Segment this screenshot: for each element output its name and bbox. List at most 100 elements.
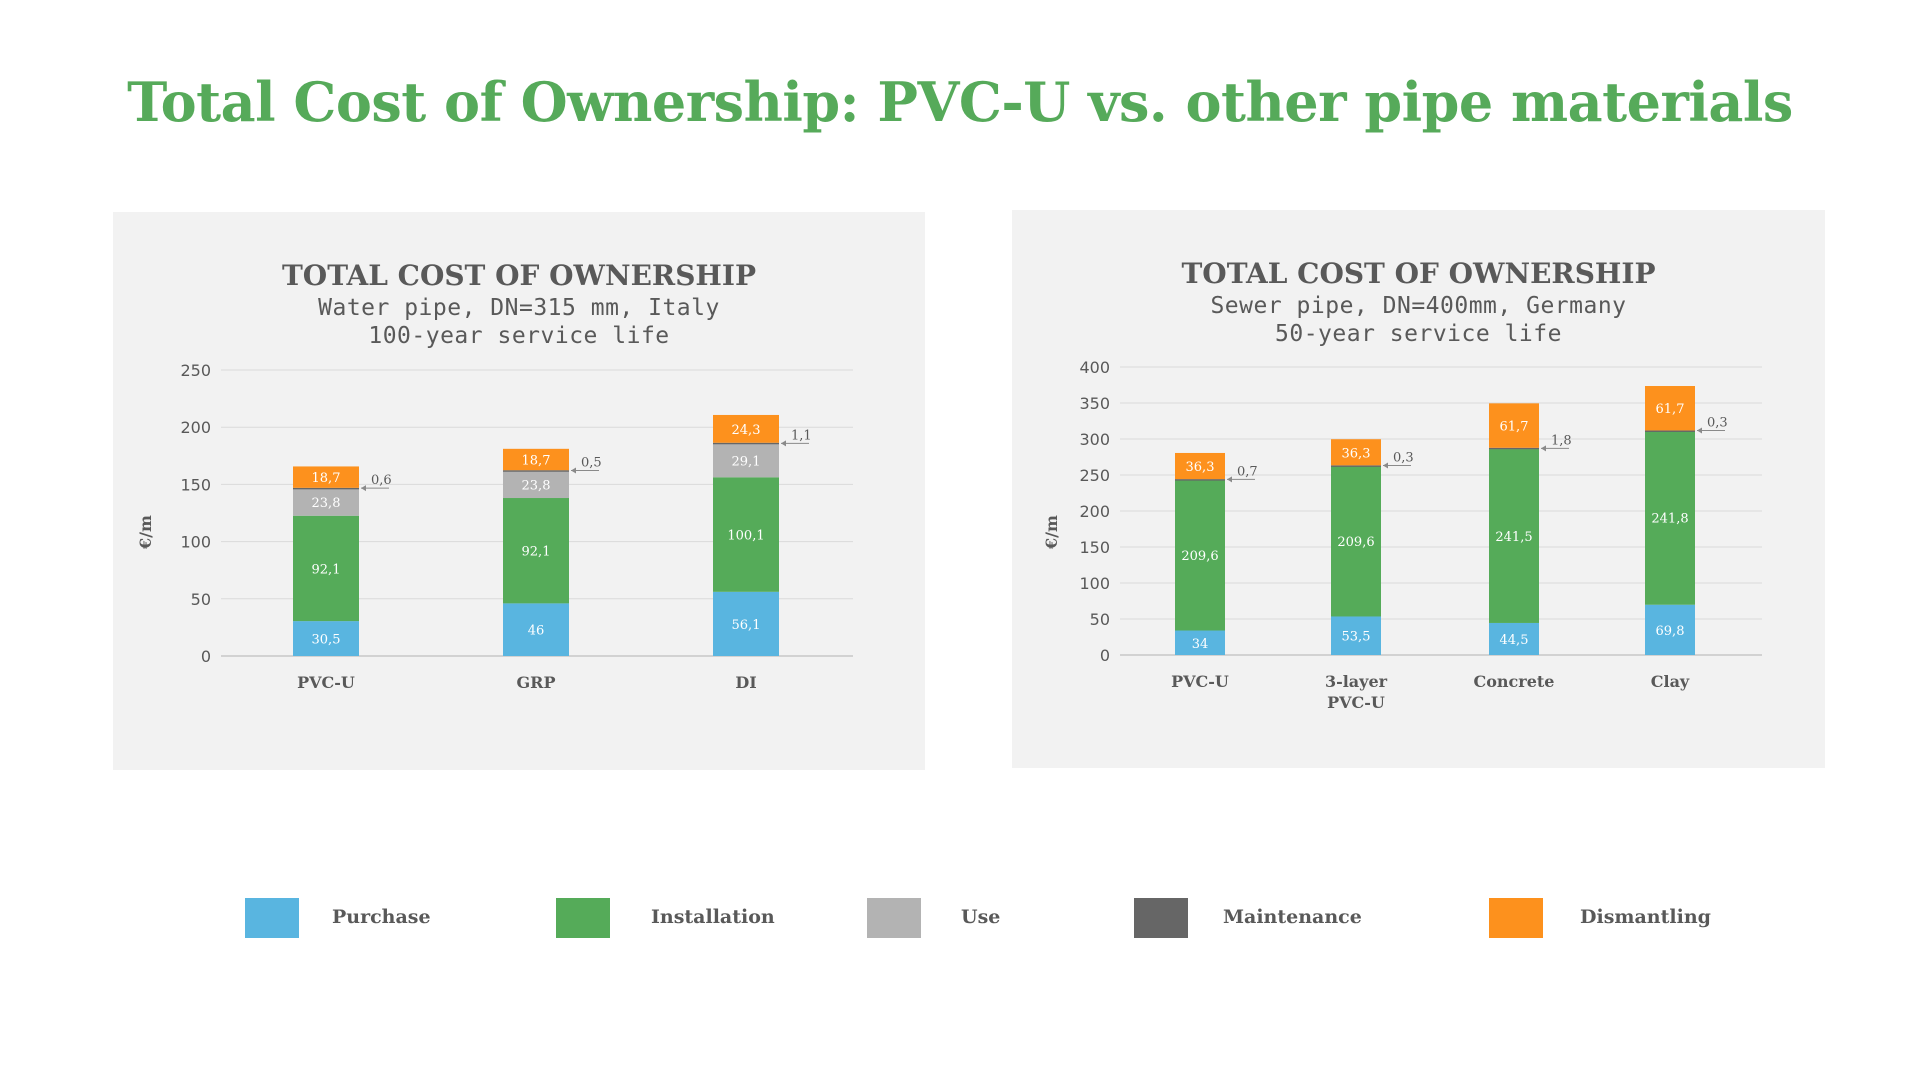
data-label-installation: 241,5: [1495, 530, 1532, 545]
bar-maintenance-pvc-u: [293, 487, 359, 490]
bar-installation-di: [713, 477, 779, 592]
chart-panel-sewer-pipe: TOTAL COST OF OWNERSHIP Sewer pipe, DN=40…: [1012, 210, 1825, 768]
y-tick-label: 0: [201, 647, 211, 666]
bar-installation-pvc-u: [1175, 479, 1225, 631]
chart-title: TOTAL COST OF OWNERSHIP: [282, 259, 756, 292]
bar-use-di: [713, 444, 779, 478]
bar-maintenance-pvc-u: [1175, 479, 1225, 481]
y-tick-label: 300: [1079, 430, 1110, 449]
x-category-label: Concrete: [1474, 672, 1555, 691]
data-label-purchase: 34: [1192, 637, 1209, 652]
legend: Purchase Installation Use Maintenance Di…: [0, 898, 1920, 942]
data-label-maintenance: 1,1: [791, 428, 812, 443]
legend-label-installation: Installation: [651, 906, 775, 928]
bar-maintenance-grp: [503, 470, 569, 472]
legend-label-dismantling: Dismantling: [1580, 906, 1711, 928]
y-tick-label: 150: [180, 475, 211, 494]
data-label-dismantling: 36,3: [1186, 460, 1215, 475]
data-label-use: 29,1: [732, 455, 761, 470]
data-label-dismantling: 61,7: [1500, 420, 1529, 435]
x-category-label: 3-layer: [1325, 672, 1388, 691]
bar-installation-3-layer-pvc-u: [1331, 465, 1381, 617]
y-axis-label: €/m: [136, 515, 155, 550]
bar-purchase-pvc-u: [293, 621, 359, 656]
data-label-purchase: 30,5: [312, 633, 341, 648]
bar-use-pvc-u: [293, 488, 359, 516]
data-label-installation: 209,6: [1181, 549, 1218, 564]
chart-panel-water-pipe: TOTAL COST OF OWNERSHIP Water pipe, DN=31…: [113, 212, 925, 770]
legend-swatch-dismantling: [1489, 898, 1543, 938]
data-label-purchase: 53,5: [1342, 630, 1371, 645]
data-label-maintenance: 0,6: [371, 473, 392, 488]
bar-purchase-clay: [1645, 604, 1695, 655]
data-label-installation: 92,1: [312, 562, 341, 577]
legend-swatch-installation: [556, 898, 610, 938]
x-category-label: PVC-U: [1171, 672, 1229, 691]
leader-arrow: [571, 467, 576, 474]
leader-arrow: [1697, 427, 1702, 434]
bar-dismantling-di: [713, 414, 779, 443]
x-category-label: DI: [735, 673, 756, 692]
bar-maintenance-concrete: [1489, 447, 1539, 450]
chart-title: TOTAL COST OF OWNERSHIP: [1181, 257, 1655, 290]
data-label-purchase: 44,5: [1500, 633, 1529, 648]
data-label-installation: 241,8: [1651, 512, 1688, 527]
page-title: Total Cost of Ownership: PVC-U vs. other…: [127, 70, 1793, 134]
data-label-purchase: 46: [528, 624, 545, 639]
legend-label-maintenance: Maintenance: [1223, 906, 1362, 928]
bar-maintenance-di: [713, 442, 779, 445]
bar-dismantling-pvc-u: [293, 466, 359, 488]
data-label-maintenance: 1,8: [1551, 433, 1572, 448]
data-label-maintenance: 0,5: [581, 456, 602, 471]
bar-dismantling-grp: [503, 448, 569, 471]
bar-purchase-pvc-u: [1175, 630, 1225, 655]
x-category-label: Clay: [1651, 672, 1690, 691]
y-tick-label: 350: [1079, 394, 1110, 413]
bar-purchase-3-layer-pvc-u: [1331, 616, 1381, 655]
data-label-installation: 92,1: [522, 545, 551, 560]
bar-dismantling-concrete: [1489, 403, 1539, 448]
bar-maintenance-clay: [1645, 430, 1695, 432]
y-tick-label: 200: [180, 418, 211, 437]
bar-purchase-concrete: [1489, 622, 1539, 655]
y-tick-label: 50: [191, 590, 211, 609]
bar-dismantling-clay: [1645, 386, 1695, 431]
bar-purchase-grp: [503, 603, 569, 656]
bar-installation-grp: [503, 498, 569, 604]
data-label-maintenance: 0,3: [1393, 450, 1414, 465]
chart-subtitle-line: 100-year service life: [368, 323, 669, 349]
chart-sewer-pipe: TOTAL COST OF OWNERSHIP Sewer pipe, DN=40…: [1042, 257, 1762, 712]
legend-swatch-use: [867, 898, 921, 938]
data-label-dismantling: 61,7: [1656, 402, 1685, 417]
data-label-use: 23,8: [522, 478, 551, 493]
bar-dismantling-3-layer-pvc-u: [1331, 439, 1381, 466]
bar-installation-pvc-u: [293, 515, 359, 622]
leader-arrow: [361, 485, 366, 492]
data-label-dismantling: 24,3: [732, 423, 761, 438]
data-label-installation: 209,6: [1337, 535, 1374, 550]
y-tick-label: 150: [1079, 538, 1110, 557]
leader-arrow: [1383, 462, 1388, 469]
chart-subtitle-line: 50-year service life: [1275, 321, 1562, 347]
bar-dismantling-pvc-u: [1175, 452, 1225, 480]
legend-swatch-purchase: [245, 898, 299, 938]
y-tick-label: 400: [1079, 358, 1110, 377]
data-label-dismantling: 36,3: [1342, 446, 1371, 461]
chart-subtitle-line: Water pipe, DN=315 mm, Italy: [318, 295, 720, 321]
bar-installation-concrete: [1489, 449, 1539, 623]
data-label-purchase: 56,1: [732, 618, 761, 633]
y-tick-label: 0: [1100, 646, 1110, 665]
chart-subtitle-line: Sewer pipe, DN=400mm, Germany: [1210, 293, 1626, 319]
leader-arrow: [1227, 476, 1232, 483]
y-tick-label: 250: [1079, 466, 1110, 485]
y-tick-label: 200: [1079, 502, 1110, 521]
x-category-label: PVC-U: [1327, 693, 1385, 712]
legend-label-use: Use: [961, 906, 1001, 928]
y-tick-label: 100: [1079, 574, 1110, 593]
data-label-maintenance: 0,3: [1707, 416, 1728, 431]
data-label-use: 23,8: [312, 496, 341, 511]
legend-swatch-maintenance: [1134, 898, 1188, 938]
leader-arrow: [1541, 445, 1546, 452]
y-tick-label: 50: [1090, 610, 1110, 629]
chart-water-pipe: TOTAL COST OF OWNERSHIP Water pipe, DN=31…: [136, 259, 853, 692]
